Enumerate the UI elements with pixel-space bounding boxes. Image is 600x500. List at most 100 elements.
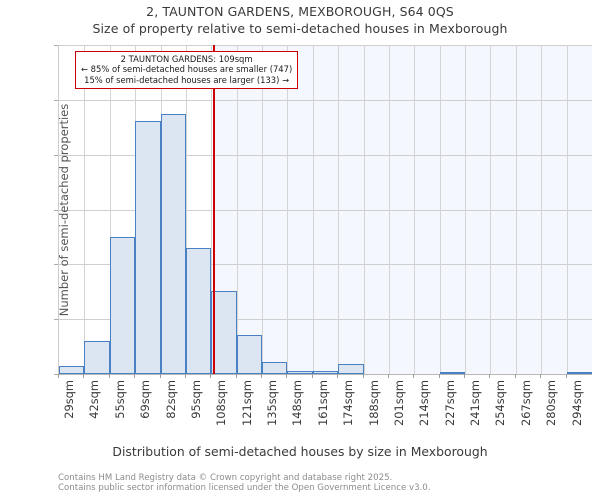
x-tick-mark: [83, 374, 85, 378]
x-tick-label: 95sqm: [188, 380, 203, 419]
annotation-line-2: ← 85% of semi-detached houses are smalle…: [81, 64, 293, 75]
x-tick-label: 29sqm: [62, 380, 76, 419]
histogram-bar: [338, 364, 364, 374]
gridline-x-19: [541, 45, 543, 374]
y-tick-mark: [54, 154, 58, 156]
y-tick-mark: [54, 45, 58, 46]
x-tick-mark: [108, 374, 110, 378]
x-tick-mark: [540, 374, 542, 378]
x-tick-mark: [387, 374, 389, 378]
x-tick-label: 55sqm: [112, 380, 127, 419]
x-tick-label: 174sqm: [341, 380, 356, 427]
property-marker-line: [213, 45, 216, 374]
gridline-x-18: [515, 45, 517, 374]
gridline-x-13: [388, 45, 390, 374]
x-tick-label: 82sqm: [163, 380, 178, 419]
gridline-y-300: [59, 45, 592, 46]
gridline-x-9: [287, 45, 289, 374]
gridline-y-50: [59, 319, 592, 321]
x-tick-label: 241sqm: [468, 380, 483, 427]
gridline-x-6: [211, 45, 213, 374]
x-tick-label: 121sqm: [239, 380, 254, 427]
gridline-y-200: [59, 154, 592, 156]
histogram-bar: [439, 371, 466, 374]
histogram-bar: [109, 236, 136, 374]
y-tick-mark: [54, 99, 58, 101]
x-tick-mark: [489, 374, 491, 378]
x-tick-mark: [159, 374, 161, 378]
x-tick-label: 294sqm: [569, 380, 584, 427]
x-axis-title: Distribution of semi-detached houses by …: [112, 444, 488, 459]
x-tick-label: 42sqm: [87, 380, 102, 419]
x-tick-label: 254sqm: [493, 380, 508, 427]
chart-title-address: 2, TAUNTON GARDENS, MEXBOROUGH, S64 0QS: [146, 4, 454, 19]
gridline-x-12: [363, 45, 365, 374]
property-annotation-box: 2 TAUNTON GARDENS: 109sqm ← 85% of semi-…: [75, 51, 299, 90]
y-axis-title: Number of semi-detached properties: [57, 103, 72, 317]
footer-line-2: Contains public sector information licen…: [58, 483, 431, 494]
gridline-x-7: [236, 45, 238, 374]
gridline-y-250: [59, 99, 592, 101]
x-tick-label: 227sqm: [442, 380, 457, 427]
gridline-x-20: [566, 45, 568, 374]
x-tick-mark: [210, 374, 212, 378]
annotation-line-3: 15% of semi-detached houses are larger (…: [84, 74, 290, 85]
gridline-x-10: [312, 45, 314, 374]
histogram-bar: [211, 290, 237, 374]
x-tick-mark: [235, 374, 237, 378]
plot-area: [58, 45, 592, 375]
gridline-y-150: [59, 209, 592, 211]
y-tick-mark: [54, 374, 58, 375]
x-tick-mark: [514, 374, 516, 378]
x-tick-mark: [464, 374, 466, 378]
x-tick-label: 214sqm: [417, 380, 432, 427]
x-tick-label: 69sqm: [138, 380, 153, 419]
x-tick-label: 135sqm: [265, 380, 280, 427]
gridline-x-1: [84, 45, 86, 374]
x-tick-mark: [134, 374, 136, 378]
x-tick-mark: [362, 374, 364, 378]
footer-line-1: Contains HM Land Registry data © Crown c…: [58, 473, 393, 483]
gridline-x-15: [439, 45, 441, 374]
gridline-x-11: [338, 45, 340, 374]
x-tick-label: 108sqm: [214, 380, 229, 427]
x-tick-mark: [438, 374, 440, 378]
gridline-y-100: [59, 264, 592, 266]
histogram-bar: [185, 247, 212, 374]
histogram-bar: [59, 366, 85, 374]
histogram-bar: [312, 370, 339, 374]
x-tick-label: 148sqm: [290, 380, 305, 427]
histogram-bar: [236, 334, 263, 374]
attribution-footer: Contains HM Land Registry data © Crown c…: [58, 473, 578, 494]
gridline-x-14: [414, 45, 416, 374]
gridline-x-8: [262, 45, 264, 374]
histogram-bar: [84, 341, 110, 374]
x-tick-mark: [184, 374, 186, 378]
histogram-bars: [59, 45, 592, 374]
x-tick-mark: [337, 374, 339, 378]
histogram-bar: [160, 114, 186, 374]
gridline-x-5: [185, 45, 187, 374]
x-tick-label: 201sqm: [391, 380, 406, 427]
x-tick-label: 161sqm: [315, 380, 330, 427]
gridline-x-17: [490, 45, 492, 374]
gridline-x-16: [465, 45, 467, 374]
x-tick-mark: [58, 374, 59, 378]
y-tick-mark: [54, 209, 58, 211]
y-tick-mark: [54, 319, 58, 321]
histogram-bar: [135, 120, 161, 374]
histogram-bar: [566, 372, 592, 374]
annotation-line-1: 2 TAUNTON GARDENS: 109sqm: [120, 54, 253, 64]
x-tick-mark: [413, 374, 415, 378]
x-tick-mark: [565, 374, 567, 378]
y-tick-mark: [54, 264, 58, 266]
x-tick-label: 280sqm: [544, 380, 559, 427]
histogram-bar: [287, 370, 313, 374]
x-tick-label: 188sqm: [366, 380, 381, 427]
x-tick-mark: [311, 374, 313, 378]
x-tick-mark: [286, 374, 288, 378]
gridline-x-2: [109, 45, 111, 374]
x-tick-mark: [261, 374, 263, 378]
histogram-bar: [262, 361, 288, 374]
